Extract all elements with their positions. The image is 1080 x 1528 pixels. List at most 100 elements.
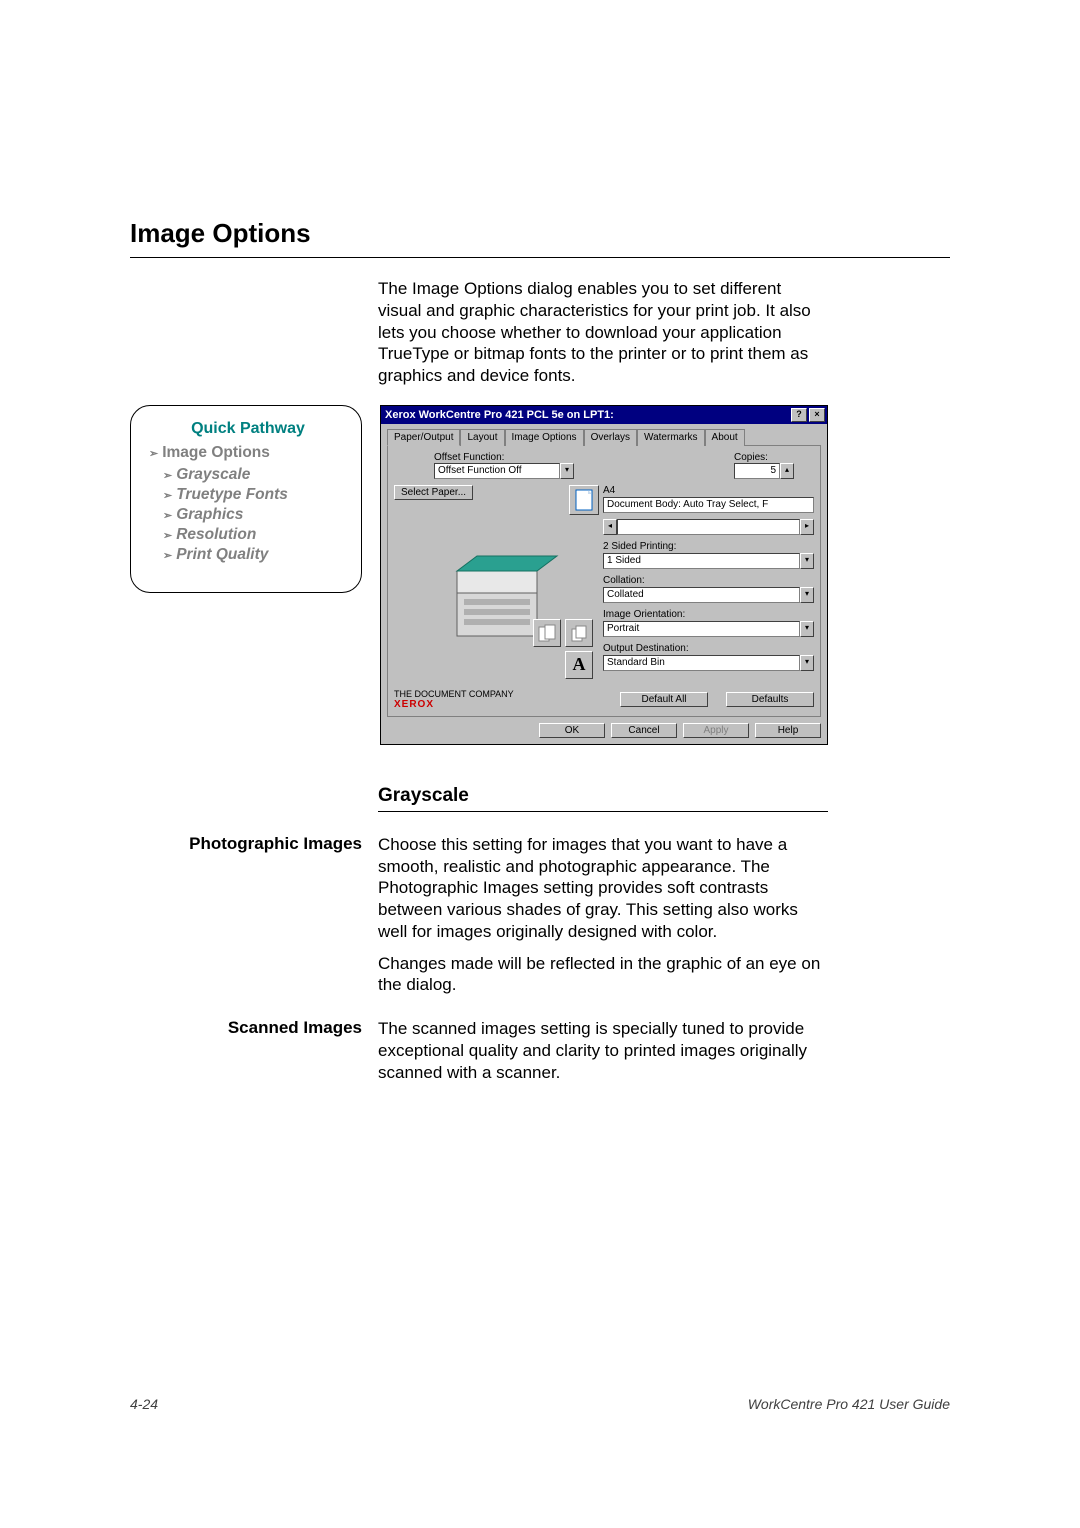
offset-function-select[interactable]: Offset Function Off ▾ xyxy=(434,463,574,479)
pathway-item: ➢ Grayscale xyxy=(163,466,347,484)
chevron-down-icon[interactable]: ▾ xyxy=(800,553,814,569)
chevron-down-icon[interactable]: ▾ xyxy=(560,463,574,479)
duplex-icon[interactable] xyxy=(533,619,561,647)
paper-size-label: A4 xyxy=(603,485,814,496)
pathway-and-screenshot: Quick Pathway ➢Image Options ➢Grayscale … xyxy=(130,405,950,745)
paper-settings: A4 Document Body: Auto Tray Select, F ◂ … xyxy=(599,485,814,677)
photographic-images-term: Photographic Images xyxy=(130,834,378,996)
tab-paper-output[interactable]: Paper/Output xyxy=(387,429,460,446)
scanned-images-p1: The scanned images setting is specially … xyxy=(378,1018,828,1083)
paper-icon xyxy=(569,485,599,515)
output-dest-select[interactable]: Standard Bin ▾ xyxy=(603,655,814,671)
photographic-images-body: Choose this setting for images that you … xyxy=(378,834,828,996)
collation-label: Collation: xyxy=(603,575,814,586)
chevron-right-icon: ➢ xyxy=(163,510,172,522)
offset-function-value: Offset Function Off xyxy=(434,463,560,479)
chevron-right-icon: ➢ xyxy=(163,490,172,502)
grayscale-divider xyxy=(378,811,828,812)
orientation-icon[interactable]: A xyxy=(565,651,593,679)
copies-label: Copies: xyxy=(734,452,768,463)
orientation-value: Portrait xyxy=(603,621,800,637)
dialog-title-text: Xerox WorkCentre Pro 421 PCL 5e on LPT1: xyxy=(385,409,789,421)
xerox-logo: THE DOCUMENT COMPANY XEROX xyxy=(394,689,514,710)
pathway-item-label: Truetype Fonts xyxy=(176,486,288,503)
dialog-panel: Offset Function: Offset Function Off ▾ C… xyxy=(387,445,821,717)
footer-page-number: 4-24 xyxy=(130,1396,158,1412)
chevron-right-icon: ➢ xyxy=(163,470,172,482)
chevron-right-icon: ➢ xyxy=(149,448,158,460)
pathway-title: Quick Pathway xyxy=(149,420,347,438)
grayscale-heading: Grayscale xyxy=(378,785,828,807)
grayscale-section: Grayscale xyxy=(378,785,828,812)
output-dest-value: Standard Bin xyxy=(603,655,800,671)
offset-function-label: Offset Function: xyxy=(434,452,504,463)
orientation-label: Image Orientation: xyxy=(603,609,814,620)
chevron-right-icon: ➢ xyxy=(163,550,172,562)
dialog-buttons: OK Cancel Apply Help xyxy=(387,723,821,738)
tab-image-options[interactable]: Image Options xyxy=(505,429,584,446)
collate-icon[interactable] xyxy=(565,619,593,647)
letter-a-icon: A xyxy=(573,654,586,675)
pathway-item-label: Resolution xyxy=(176,526,256,543)
dialog-screenshot: Xerox WorkCentre Pro 421 PCL 5e on LPT1:… xyxy=(380,405,950,745)
two-sided-icon xyxy=(537,623,557,643)
collation-select[interactable]: Collated ▾ xyxy=(603,587,814,603)
pathway-item: ➢ Resolution xyxy=(163,526,347,544)
dialog-tabs: Paper/Output Layout Image Options Overla… xyxy=(387,428,821,445)
photographic-images-p2: Changes made will be reflected in the gr… xyxy=(378,953,828,997)
intro-paragraph: The Image Options dialog enables you to … xyxy=(378,278,828,387)
chevron-right-icon: ➢ xyxy=(163,530,172,542)
dialog-body: Paper/Output Layout Image Options Overla… xyxy=(381,424,827,744)
defaults-button[interactable]: Defaults xyxy=(726,692,814,707)
close-button[interactable]: × xyxy=(809,408,825,422)
pathway-item: ➢ Print Quality xyxy=(163,546,347,564)
cancel-button[interactable]: Cancel xyxy=(611,723,677,738)
printer-preview: Select Paper... xyxy=(394,485,599,685)
chevron-down-icon[interactable]: ▾ xyxy=(800,621,814,637)
page-footer: 4-24 WorkCentre Pro 421 User Guide xyxy=(130,1396,950,1412)
apply-button[interactable]: Apply xyxy=(683,723,749,738)
tab-watermarks[interactable]: Watermarks xyxy=(637,429,705,446)
document-page: Image Options The Image Options dialog e… xyxy=(0,0,1080,1528)
logo-brand: XEROX xyxy=(394,699,514,710)
pathway-item-label: Grayscale xyxy=(176,466,250,483)
paper-scroll[interactable]: ◂ ▸ xyxy=(603,519,814,535)
pathway-item: ➢ Graphics xyxy=(163,506,347,524)
tab-layout[interactable]: Layout xyxy=(460,429,504,446)
two-sided-label: 2 Sided Printing: xyxy=(603,541,814,552)
output-dest-label: Output Destination: xyxy=(603,643,814,654)
help-button[interactable]: Help xyxy=(755,723,821,738)
pathway-section: ➢Image Options xyxy=(149,444,347,462)
default-all-button[interactable]: Default All xyxy=(620,692,708,707)
stack-icon xyxy=(569,623,589,643)
ok-button[interactable]: OK xyxy=(539,723,605,738)
two-sided-value: 1 Sided xyxy=(603,553,800,569)
select-paper-button[interactable]: Select Paper... xyxy=(394,485,473,500)
paper-size-value: Document Body: Auto Tray Select, F xyxy=(603,497,814,513)
print-properties-dialog: Xerox WorkCentre Pro 421 PCL 5e on LPT1:… xyxy=(380,405,828,745)
tab-about[interactable]: About xyxy=(705,429,745,446)
footer-guide-title: WorkCentre Pro 421 User Guide xyxy=(748,1396,950,1412)
copies-stepper[interactable]: 5 ▴ xyxy=(734,463,794,479)
chevron-left-icon[interactable]: ◂ xyxy=(603,519,617,535)
page-title: Image Options xyxy=(130,218,950,249)
title-divider xyxy=(130,257,950,258)
tab-overlays[interactable]: Overlays xyxy=(584,429,637,446)
pathway-item-label: Graphics xyxy=(176,506,243,523)
two-sided-select[interactable]: 1 Sided ▾ xyxy=(603,553,814,569)
scanned-images-row: Scanned Images The scanned images settin… xyxy=(130,1018,950,1083)
help-button[interactable]: ? xyxy=(791,408,807,422)
chevron-right-icon[interactable]: ▸ xyxy=(800,519,814,535)
page-icon xyxy=(575,489,593,511)
logo-tagline: THE DOCUMENT COMPANY xyxy=(394,689,514,699)
orientation-select[interactable]: Portrait ▾ xyxy=(603,621,814,637)
quick-pathway-box: Quick Pathway ➢Image Options ➢Grayscale … xyxy=(130,405,362,593)
copies-value: 5 xyxy=(734,463,780,479)
chevron-down-icon[interactable]: ▾ xyxy=(800,655,814,671)
spinner-icon[interactable]: ▴ xyxy=(780,463,794,479)
pathway-item-label: Print Quality xyxy=(176,546,268,563)
photographic-images-p1: Choose this setting for images that you … xyxy=(378,834,828,943)
chevron-down-icon[interactable]: ▾ xyxy=(800,587,814,603)
dialog-titlebar: Xerox WorkCentre Pro 421 PCL 5e on LPT1:… xyxy=(381,406,827,424)
photographic-images-row: Photographic Images Choose this setting … xyxy=(130,834,950,996)
